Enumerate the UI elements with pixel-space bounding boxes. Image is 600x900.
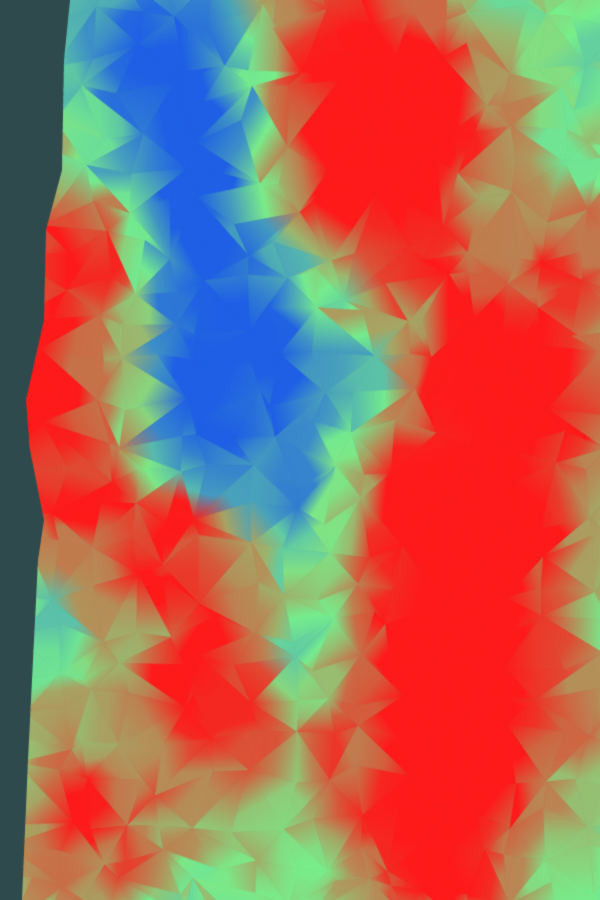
viewport [0,0,600,900]
heightmap-mesh [0,0,600,900]
